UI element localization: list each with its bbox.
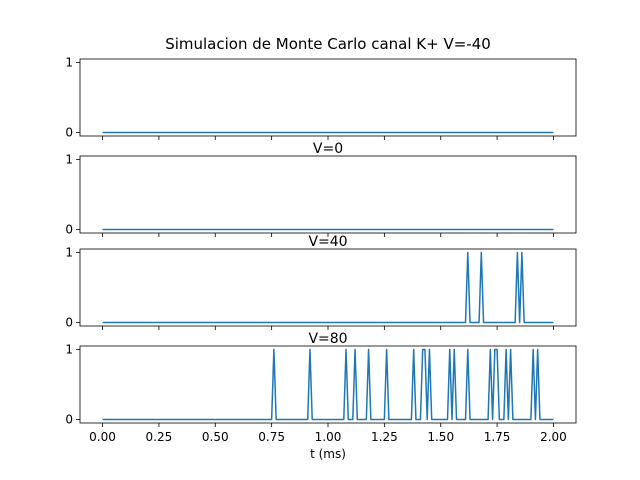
subplot-title: V=80	[308, 331, 347, 347]
x-tick-label: 0.75	[258, 430, 285, 444]
subplot-title: V=40	[308, 234, 347, 250]
series-line	[102, 348, 554, 421]
subplot-3: V=40 0 1	[65, 234, 577, 330]
y-tick-label: 1	[65, 343, 73, 357]
y-tick-label: 1	[65, 153, 73, 167]
y-tick-label: 1	[65, 246, 73, 260]
x-tick-label: 2.00	[540, 430, 567, 444]
axes-frame	[79, 58, 577, 137]
x-tick-label: 0.25	[146, 430, 173, 444]
axes-frame	[79, 155, 577, 234]
axes-frame	[79, 248, 577, 327]
axes-frame	[79, 345, 577, 424]
x-axis-label: t (ms)	[310, 447, 346, 461]
subplot-2: V=0 0 1	[65, 141, 577, 237]
y-tick-label: 0	[65, 223, 73, 237]
x-tick-label: 0.50	[202, 430, 229, 444]
subplot-title: Simulacion de Monte Carlo canal K+ V=-40	[165, 35, 491, 53]
y-tick-label: 0	[65, 126, 73, 140]
series-line	[102, 251, 554, 324]
subplot-title: V=0	[313, 141, 343, 157]
subplot-4: V=80 0 1 0.00 0.25 0.50 0.75 1.00 1.25 1.50 1.75 2.…	[65, 331, 577, 461]
x-tick-label: 0.00	[89, 430, 116, 444]
x-tick-label: 1.25	[371, 430, 398, 444]
subplot-1: Simulacion de Monte Carlo canal K+ V=-40…	[65, 35, 577, 140]
x-tick-label: 1.75	[484, 430, 511, 444]
x-tick-label: 1.00	[315, 430, 342, 444]
y-tick-label: 0	[65, 413, 73, 427]
y-tick-label: 0	[65, 316, 73, 330]
x-tick-label: 1.50	[427, 430, 454, 444]
y-tick-label: 1	[65, 56, 73, 70]
